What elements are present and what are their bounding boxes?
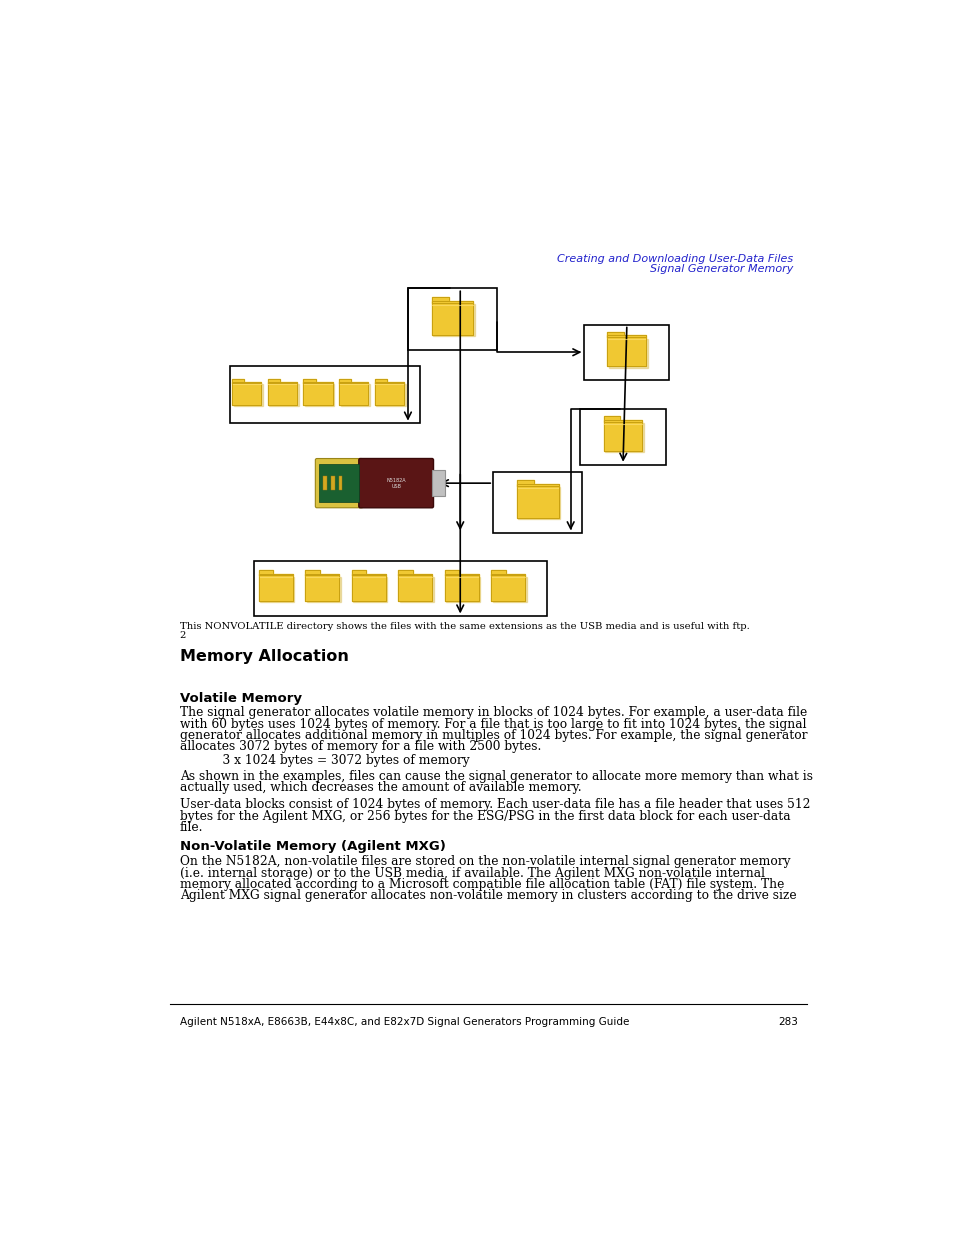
Bar <box>432 471 444 496</box>
Polygon shape <box>305 573 339 576</box>
Polygon shape <box>604 424 643 452</box>
Polygon shape <box>517 480 534 485</box>
Bar <box>253 561 546 616</box>
Polygon shape <box>375 383 404 405</box>
Text: Signal Generator Memory: Signal Generator Memory <box>649 264 793 274</box>
Polygon shape <box>491 571 505 576</box>
Polygon shape <box>340 384 370 406</box>
Polygon shape <box>305 576 339 600</box>
Polygon shape <box>444 571 458 576</box>
Text: memory allocated according to a Microsoft compatible file allocation table (FAT): memory allocated according to a Microsof… <box>179 878 783 890</box>
Text: (i.e. internal storage) or to the USB media, if available. The Agilent MXG non-v: (i.e. internal storage) or to the USB me… <box>179 867 764 879</box>
Polygon shape <box>397 573 432 576</box>
Text: with 60 bytes uses 1024 bytes of memory. For a file that is too large to fit int: with 60 bytes uses 1024 bytes of memory.… <box>179 718 805 731</box>
Text: The signal generator allocates volatile memory in blocks of 1024 bytes. For exam: The signal generator allocates volatile … <box>179 706 806 720</box>
Polygon shape <box>353 577 387 603</box>
Text: User-data blocks consist of 1024 bytes of memory. Each user-data file has a file: User-data blocks consist of 1024 bytes o… <box>179 799 809 811</box>
Polygon shape <box>433 304 475 336</box>
Polygon shape <box>305 571 319 576</box>
Polygon shape <box>517 488 559 520</box>
Polygon shape <box>352 573 385 576</box>
Polygon shape <box>268 379 280 383</box>
Polygon shape <box>493 577 526 603</box>
Polygon shape <box>258 571 273 576</box>
Polygon shape <box>375 384 405 406</box>
Polygon shape <box>268 382 296 383</box>
Polygon shape <box>444 576 478 600</box>
Polygon shape <box>303 382 333 383</box>
Text: Non-Volatile Memory (Agilent MXG): Non-Volatile Memory (Agilent MXG) <box>179 840 445 852</box>
Polygon shape <box>233 384 263 406</box>
Polygon shape <box>603 422 641 451</box>
Text: 283: 283 <box>778 1016 798 1026</box>
Polygon shape <box>397 576 432 600</box>
Bar <box>338 477 342 490</box>
Bar <box>230 366 419 424</box>
Polygon shape <box>607 337 645 366</box>
Polygon shape <box>603 416 619 422</box>
Polygon shape <box>338 379 351 383</box>
Polygon shape <box>517 485 558 517</box>
Polygon shape <box>603 420 641 422</box>
FancyBboxPatch shape <box>358 458 433 508</box>
Text: Agilent MXG signal generator allocates non-volatile memory in clusters according: Agilent MXG signal generator allocates n… <box>179 889 796 902</box>
Text: 3 x 1024 bytes = 3072 bytes of memory: 3 x 1024 bytes = 3072 bytes of memory <box>207 755 469 767</box>
Polygon shape <box>305 384 334 406</box>
Polygon shape <box>491 573 525 576</box>
Polygon shape <box>375 382 404 383</box>
Polygon shape <box>491 576 525 600</box>
Polygon shape <box>307 577 340 603</box>
Polygon shape <box>608 338 647 368</box>
Polygon shape <box>258 576 293 600</box>
Polygon shape <box>232 383 261 405</box>
Polygon shape <box>444 573 478 576</box>
Bar <box>583 325 669 380</box>
Polygon shape <box>607 332 623 337</box>
Polygon shape <box>303 379 315 383</box>
Text: Creating and Downloading User-Data Files: Creating and Downloading User-Data Files <box>557 253 793 264</box>
Polygon shape <box>607 336 645 337</box>
Polygon shape <box>352 571 366 576</box>
Bar <box>579 409 665 464</box>
Polygon shape <box>375 379 387 383</box>
Polygon shape <box>352 576 385 600</box>
Polygon shape <box>517 484 558 485</box>
Text: Volatile Memory: Volatile Memory <box>179 692 301 705</box>
Polygon shape <box>258 573 293 576</box>
FancyBboxPatch shape <box>315 458 363 508</box>
Polygon shape <box>431 296 449 303</box>
Text: Agilent N518xA, E8663B, E44x8C, and E82x7D Signal Generators Programming Guide: Agilent N518xA, E8663B, E44x8C, and E82x… <box>179 1016 628 1026</box>
Bar <box>493 472 581 534</box>
Text: file.: file. <box>179 821 203 834</box>
Text: Memory Allocation: Memory Allocation <box>179 650 348 664</box>
Polygon shape <box>232 379 244 383</box>
Bar <box>331 477 335 490</box>
Bar <box>319 464 358 503</box>
Polygon shape <box>269 384 298 406</box>
Polygon shape <box>431 303 473 335</box>
Text: As shown in the examples, files can cause the signal generator to allocate more : As shown in the examples, files can caus… <box>179 769 812 783</box>
Polygon shape <box>303 383 333 405</box>
Polygon shape <box>397 571 412 576</box>
Polygon shape <box>431 300 473 303</box>
Polygon shape <box>338 382 368 383</box>
Text: 2: 2 <box>179 631 186 640</box>
Text: N5182A
USB: N5182A USB <box>386 478 406 489</box>
Text: This NONVOLATILE directory shows the files with the same extensions as the USB m: This NONVOLATILE directory shows the fil… <box>179 621 749 631</box>
Text: On the N5182A, non-volatile files are stored on the non-volatile internal signal: On the N5182A, non-volatile files are st… <box>179 856 789 868</box>
Polygon shape <box>399 577 434 603</box>
Text: actually used, which decreases the amount of available memory.: actually used, which decreases the amoun… <box>179 782 580 794</box>
Bar <box>323 477 327 490</box>
Text: generator allocates additional memory in multiples of 1024 bytes. For example, t: generator allocates additional memory in… <box>179 729 806 742</box>
Polygon shape <box>260 577 294 603</box>
Polygon shape <box>268 383 296 405</box>
Bar <box>408 288 497 350</box>
Polygon shape <box>232 382 261 383</box>
Text: bytes for the Agilent MXG, or 256 bytes for the ESG/PSG in the first data block : bytes for the Agilent MXG, or 256 bytes … <box>179 810 789 823</box>
Text: allocates 3072 bytes of memory for a file with 2500 bytes.: allocates 3072 bytes of memory for a fil… <box>179 740 540 753</box>
Polygon shape <box>446 577 480 603</box>
Polygon shape <box>338 383 368 405</box>
